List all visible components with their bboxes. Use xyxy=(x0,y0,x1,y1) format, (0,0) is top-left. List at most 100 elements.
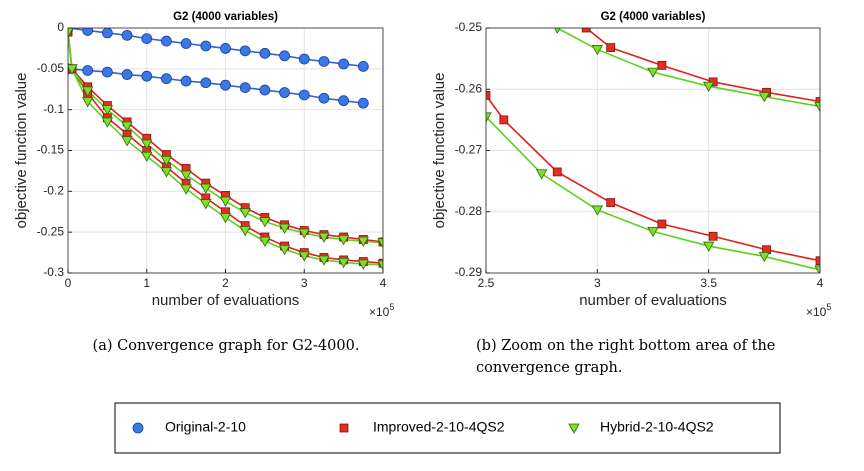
marker xyxy=(337,235,350,246)
marker xyxy=(239,45,251,57)
marker xyxy=(200,199,212,210)
x-tick-label: 2.5 xyxy=(478,276,495,290)
marker xyxy=(68,64,78,75)
marker xyxy=(318,255,330,266)
legend-label: Hybrid-2-10-4QS2 xyxy=(600,419,714,435)
marker xyxy=(200,183,212,194)
marker xyxy=(758,92,771,103)
y-tick-label: -0.28 xyxy=(455,204,483,218)
marker xyxy=(121,29,133,41)
marker xyxy=(259,47,271,59)
marker xyxy=(101,105,114,116)
marker xyxy=(357,236,369,247)
marker xyxy=(141,33,153,45)
marker xyxy=(647,226,659,238)
marker xyxy=(815,97,820,106)
x-tick-label: 1 xyxy=(143,276,150,290)
marker xyxy=(357,60,369,72)
marker xyxy=(499,115,509,125)
chart-title: G2 (4000 variables) xyxy=(601,11,706,23)
marker xyxy=(357,97,369,109)
marker xyxy=(180,184,192,195)
marker xyxy=(318,92,330,104)
marker xyxy=(606,43,616,52)
marker xyxy=(141,151,153,163)
marker xyxy=(815,256,820,266)
marker xyxy=(591,205,604,216)
y-tick-label: -0.25 xyxy=(37,224,65,238)
x-multiplier-exponent: 5 xyxy=(389,302,394,312)
series-group xyxy=(68,28,383,271)
marker xyxy=(814,265,820,273)
marker xyxy=(101,117,114,128)
x-tick-label: 0 xyxy=(65,276,72,290)
y-tick-label: 0 xyxy=(57,20,64,34)
marker xyxy=(318,232,330,243)
marker xyxy=(278,244,291,256)
marker xyxy=(657,219,667,229)
marker xyxy=(121,69,133,80)
marker xyxy=(180,75,192,87)
caption: (a) Convergence graph for G2-4000. xyxy=(93,338,360,354)
marker xyxy=(552,167,562,177)
marker xyxy=(702,241,715,252)
marker xyxy=(219,196,232,207)
marker xyxy=(160,155,173,167)
marker xyxy=(606,198,616,207)
axes-frame xyxy=(485,27,821,274)
marker xyxy=(259,217,271,228)
y-tick-label: -0.1 xyxy=(43,102,64,116)
y-axis-label: objective function value xyxy=(13,73,30,229)
marker xyxy=(101,28,113,39)
x-multiplier-base: ×10 xyxy=(369,305,390,319)
marker xyxy=(486,90,491,100)
x-multiplier-exponent: 5 xyxy=(826,302,831,312)
marker xyxy=(318,56,330,67)
marker xyxy=(180,38,192,49)
y-tick-label: -0.05 xyxy=(37,61,65,75)
marker xyxy=(160,167,173,178)
y-tick-label: -0.15 xyxy=(37,143,65,157)
y-axis-label: objective function value xyxy=(431,73,448,229)
marker xyxy=(279,87,290,98)
legend-marker xyxy=(568,423,580,434)
legend-marker xyxy=(339,423,349,433)
marker xyxy=(82,28,94,36)
x-tick-label: 3 xyxy=(594,276,601,290)
x-tick-label: 4 xyxy=(817,276,824,290)
marker xyxy=(82,86,94,97)
marker xyxy=(239,82,251,94)
marker xyxy=(161,73,172,85)
marker xyxy=(121,121,133,132)
marker xyxy=(758,252,771,263)
marker xyxy=(82,65,94,76)
marker xyxy=(121,136,133,147)
y-tick-label: -0.25 xyxy=(455,20,483,34)
series-group xyxy=(486,28,820,273)
marker xyxy=(141,70,153,82)
marker xyxy=(279,50,290,62)
marker xyxy=(814,102,820,113)
y-tick-label: -0.2 xyxy=(43,184,64,198)
legend-label: Original-2-10 xyxy=(165,419,246,435)
marker xyxy=(239,226,251,237)
marker xyxy=(377,260,383,271)
marker xyxy=(200,40,212,52)
marker xyxy=(591,45,604,56)
marker xyxy=(338,58,350,70)
x-multiplier-base: ×10 xyxy=(806,305,827,319)
legend-box xyxy=(114,402,781,454)
x-tick-label: 4 xyxy=(380,276,387,290)
marker xyxy=(647,67,659,78)
marker xyxy=(161,35,172,47)
series-line xyxy=(486,94,820,262)
marker xyxy=(657,60,667,70)
marker xyxy=(708,231,718,241)
marker xyxy=(259,84,271,96)
marker xyxy=(298,228,310,239)
marker xyxy=(220,43,231,54)
y-tick-label: -0.26 xyxy=(455,81,483,95)
marker xyxy=(298,53,310,65)
marker xyxy=(68,28,74,38)
